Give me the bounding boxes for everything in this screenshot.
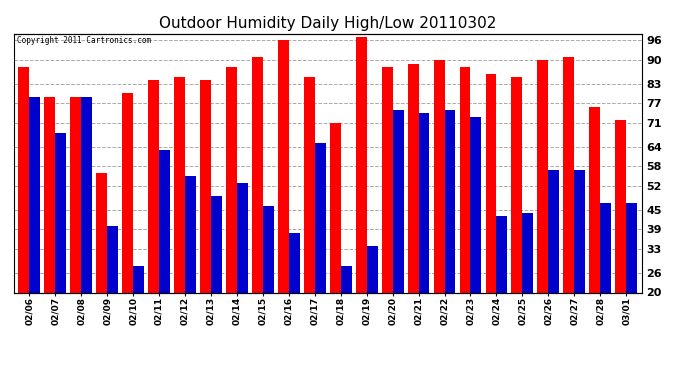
Bar [211, 196, 222, 359]
Bar [304, 77, 315, 359]
Bar [538, 60, 549, 359]
Bar [263, 206, 274, 359]
Bar [356, 37, 366, 359]
Bar [107, 226, 118, 359]
Bar [315, 143, 326, 359]
Bar [522, 213, 533, 359]
Bar [626, 203, 637, 359]
Bar [30, 97, 40, 359]
Bar [133, 266, 144, 359]
Bar [81, 97, 92, 359]
Bar [200, 80, 211, 359]
Bar [185, 176, 196, 359]
Title: Outdoor Humidity Daily High/Low 20110302: Outdoor Humidity Daily High/Low 20110302 [159, 16, 496, 31]
Bar [600, 203, 611, 359]
Bar [226, 67, 237, 359]
Bar [97, 173, 107, 359]
Bar [589, 107, 600, 359]
Bar [330, 123, 341, 359]
Bar [471, 117, 482, 359]
Bar [341, 266, 352, 359]
Text: Copyright 2011 Cartronics.com: Copyright 2011 Cartronics.com [17, 36, 151, 45]
Bar [70, 97, 81, 359]
Bar [366, 246, 377, 359]
Bar [408, 64, 419, 359]
Bar [511, 77, 522, 359]
Bar [278, 40, 289, 359]
Bar [289, 233, 299, 359]
Bar [122, 93, 133, 359]
Bar [496, 216, 507, 359]
Bar [393, 110, 404, 359]
Bar [563, 57, 574, 359]
Bar [252, 57, 263, 359]
Bar [148, 80, 159, 359]
Bar [174, 77, 185, 359]
Bar [159, 150, 170, 359]
Bar [549, 170, 559, 359]
Bar [237, 183, 248, 359]
Bar [574, 170, 585, 359]
Bar [44, 97, 55, 359]
Bar [486, 74, 496, 359]
Bar [382, 67, 393, 359]
Bar [19, 67, 30, 359]
Bar [419, 113, 429, 359]
Bar [55, 133, 66, 359]
Bar [433, 60, 444, 359]
Bar [444, 110, 455, 359]
Bar [460, 67, 471, 359]
Bar [615, 120, 626, 359]
